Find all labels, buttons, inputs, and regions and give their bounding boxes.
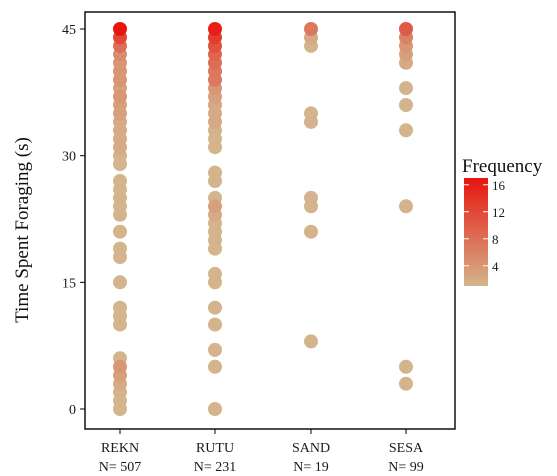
data-point-rutu bbox=[208, 165, 222, 180]
data-point-sesa bbox=[399, 359, 413, 374]
x-axis: REKN N= 507 RUTU N= 231 SAND N= 19 SESA N= 99 bbox=[99, 429, 424, 475]
legend-tick-label: 12 bbox=[492, 205, 505, 220]
data-point-rutu bbox=[208, 266, 222, 281]
data-point-rekn bbox=[113, 359, 127, 374]
data-point-rutu bbox=[208, 359, 222, 374]
legend-tick-label: 16 bbox=[492, 178, 506, 193]
points-layer bbox=[113, 22, 413, 416]
data-point-sesa bbox=[399, 376, 413, 391]
data-point-rekn bbox=[113, 89, 127, 104]
data-point-sesa bbox=[399, 199, 413, 214]
legend-tick-label: 8 bbox=[492, 232, 499, 247]
data-point-rutu bbox=[208, 22, 222, 36]
y-tick-label: 15 bbox=[62, 276, 76, 291]
data-point-sesa bbox=[399, 98, 413, 112]
legend-ticks: 4 8 12 16 bbox=[464, 178, 506, 274]
data-point-rekn bbox=[113, 300, 127, 315]
data-point-rutu bbox=[208, 342, 222, 357]
data-point-rutu bbox=[208, 199, 222, 214]
x-tick-label: SAND bbox=[292, 441, 330, 456]
legend-title: Frequency bbox=[462, 156, 543, 177]
data-point-sand bbox=[304, 22, 318, 36]
legend-tick-label: 4 bbox=[492, 259, 499, 274]
data-point-rutu bbox=[208, 402, 222, 416]
data-point-sand bbox=[304, 106, 318, 121]
x-tick-label: REKN bbox=[101, 441, 139, 456]
data-point-rekn bbox=[113, 241, 127, 256]
sample-size-label: N= 19 bbox=[293, 460, 329, 475]
data-point-rekn bbox=[113, 22, 127, 36]
data-point-sand bbox=[304, 334, 318, 349]
sample-size-label: N= 507 bbox=[99, 460, 142, 475]
data-point-rutu bbox=[208, 317, 222, 332]
y-tick-label: 45 bbox=[62, 23, 76, 38]
y-tick-label: 0 bbox=[69, 403, 76, 418]
data-point-rutu bbox=[208, 300, 222, 315]
data-point-sesa bbox=[399, 123, 413, 138]
y-tick-label: 30 bbox=[62, 150, 76, 165]
data-point-rekn bbox=[113, 174, 127, 188]
data-point-sand bbox=[304, 224, 318, 239]
frequency-legend: Frequency 4 8 12 16 bbox=[462, 156, 543, 286]
sample-size-label: N= 99 bbox=[388, 460, 424, 475]
y-axis-title: Time Spent Foraging (s) bbox=[12, 137, 33, 323]
data-point-sesa bbox=[399, 22, 413, 36]
sample-size-label: N= 231 bbox=[194, 460, 237, 475]
y-axis: 0 15 30 45 bbox=[62, 23, 85, 418]
plot-panel bbox=[84, 11, 456, 430]
data-point-rekn bbox=[113, 224, 127, 239]
data-point-rekn bbox=[113, 275, 127, 290]
data-point-sand bbox=[304, 190, 318, 205]
data-point-sesa bbox=[399, 81, 413, 96]
legend-color-bar bbox=[464, 178, 488, 286]
x-tick-label: RUTU bbox=[196, 441, 234, 456]
x-tick-label: SESA bbox=[389, 441, 424, 456]
